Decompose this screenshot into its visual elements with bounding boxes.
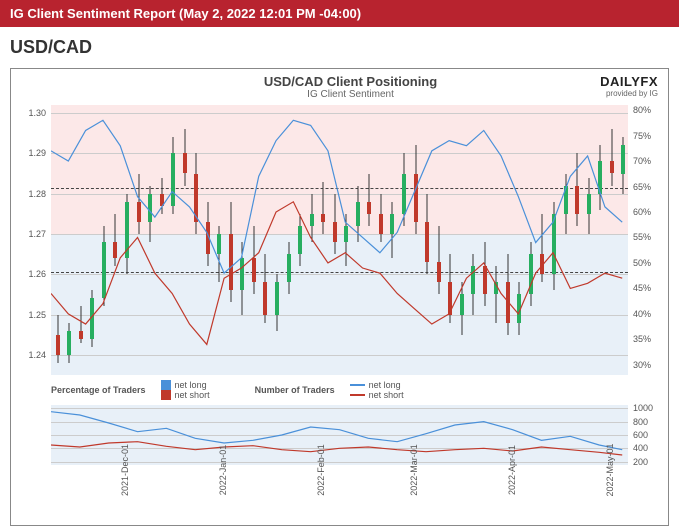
y-axis-sub: 2004006008001000 — [633, 405, 663, 465]
brand-logo: DAILYFX provided by IG — [600, 74, 658, 98]
chart-title: USD/CAD Client Positioning — [101, 74, 600, 89]
legend-percentage: Percentage of Traders net longnet short … — [11, 375, 668, 405]
currency-pair: USD/CAD — [0, 27, 679, 63]
y-axis-left: 1.241.251.261.271.281.291.30 — [16, 105, 46, 375]
x-axis: 2021-Dec-012022-Jan-012022-Feb-012022-Ma… — [51, 465, 628, 525]
sub-chart: 2004006008001000 — [51, 405, 628, 465]
report-header: IG Client Sentiment Report (May 2, 2022 … — [0, 0, 679, 27]
y-axis-right: 30%35%40%45%50%55%60%65%70%75%80% — [633, 105, 663, 375]
main-chart: 1.241.251.261.271.281.291.30 30%35%40%45… — [51, 105, 628, 375]
chart-subtitle: IG Client Sentiment — [101, 89, 600, 100]
chart-panel: USD/CAD Client Positioning IG Client Sen… — [10, 68, 669, 526]
